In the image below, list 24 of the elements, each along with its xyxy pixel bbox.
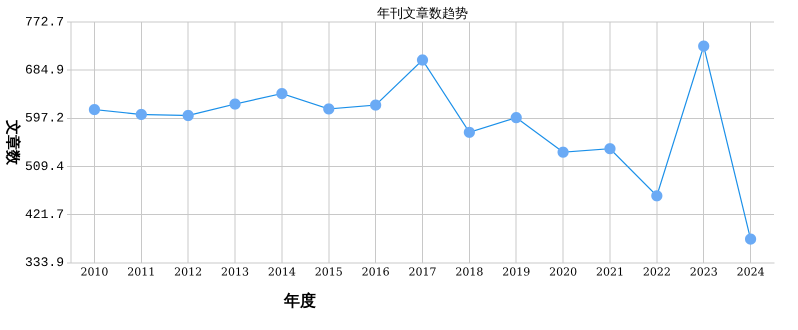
x-tick-label: 2020 [549, 265, 578, 278]
y-tick-label: 333.9 [24, 255, 64, 270]
x-tick-label: 2019 [502, 265, 530, 278]
y-tick-label: 597.2 [24, 110, 64, 126]
x-tick-label: 2013 [221, 265, 250, 278]
x-tick-label: 2012 [174, 265, 202, 278]
y-tick-label: 684.9 [24, 62, 64, 78]
x-tick-label: 2014 [268, 265, 296, 278]
x-tick-label: 2022 [642, 265, 671, 278]
y-axis-title: 文章数 [4, 118, 22, 166]
y-tick-label: 772.7 [24, 14, 64, 30]
y-tick-label: 509.4 [24, 158, 64, 174]
x-tick-label: 2016 [362, 265, 390, 278]
x-tick-label: 2011 [127, 265, 156, 278]
y-tick-label: 421.7 [24, 207, 64, 222]
x-axis-title: 年度 [283, 291, 316, 310]
chart-title: 年刊文章数趋势 [377, 6, 468, 22]
x-tick-label: 2015 [314, 265, 343, 278]
x-tick-label: 2024 [736, 265, 765, 278]
x-tick-label: 2021 [596, 265, 624, 278]
x-tick-label: 2010 [80, 265, 108, 278]
x-tick-label: 2018 [455, 265, 484, 278]
x-tick-label: 2023 [690, 265, 718, 278]
x-tick-label: 2017 [408, 265, 437, 278]
